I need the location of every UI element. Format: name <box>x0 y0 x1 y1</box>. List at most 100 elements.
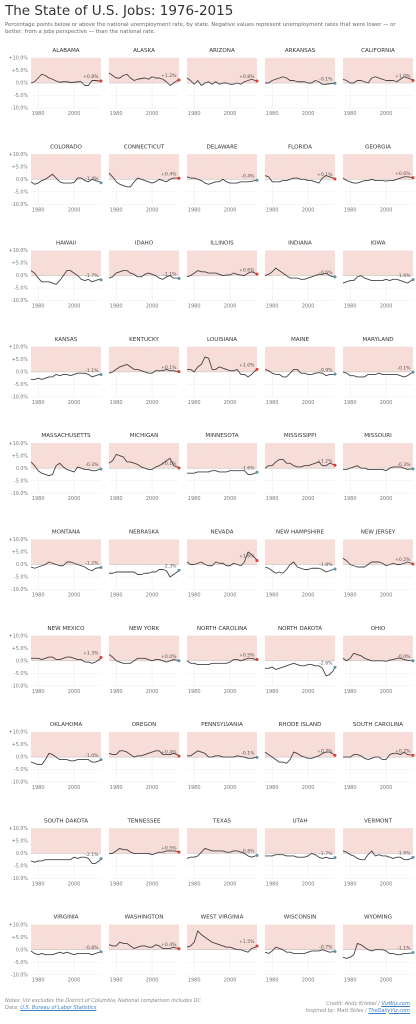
final-value-label: -0.4% <box>241 174 255 180</box>
final-value-label: -2.6% <box>319 661 333 667</box>
state-panel: IOWA -1.6% 1980 2000 <box>342 241 415 310</box>
x-tick-label: 1980 <box>344 689 357 695</box>
final-value-marker <box>411 855 415 859</box>
final-value-label: +0.7% <box>395 749 411 755</box>
state-panel: TENNESSEE +0.5% 1980 2000 <box>109 818 181 887</box>
y-tick-label: +10.0% <box>9 730 29 736</box>
series-line <box>264 368 336 378</box>
state-name: OHIO <box>371 626 386 632</box>
series-line <box>30 461 102 477</box>
x-tick-label: 1980 <box>344 496 357 502</box>
x-tick-label: 2000 <box>380 785 393 791</box>
final-value-marker <box>333 665 337 669</box>
final-value-label: -0.1% <box>319 76 333 82</box>
state-panel: MISSOURI -0.3% 1980 2000 <box>343 433 415 502</box>
series-line <box>108 941 180 950</box>
state-name: VERMONT <box>364 818 393 824</box>
data-source-line: Data: U.S. Bureau of Labor Statistics <box>5 1005 235 1012</box>
final-value-marker <box>177 466 181 470</box>
state-panel: NORTH CAROLINA +0.5% 1980 2000 <box>186 626 259 695</box>
state-name: ALASKA <box>133 48 155 54</box>
x-tick-label: 2000 <box>146 111 159 117</box>
final-value-marker <box>411 176 415 180</box>
x-tick-label: 1980 <box>188 881 201 887</box>
x-tick-label: 1980 <box>32 400 45 406</box>
state-name: LOUISIANA <box>207 337 237 343</box>
series-line <box>186 847 258 859</box>
x-tick-label: 1980 <box>266 593 279 599</box>
series-line <box>264 946 336 954</box>
state-name: OREGON <box>132 722 157 728</box>
credit-link[interactable]: VizWiz.com <box>381 1001 410 1007</box>
state-panel: ARIZONA +0.8% 1980 2000 <box>186 48 259 117</box>
state-name: SOUTH CAROLINA <box>353 722 403 728</box>
y-tick-label: -5.0% <box>14 286 28 292</box>
y-tick-label: -5.0% <box>14 93 28 99</box>
final-value-label: -1.8% <box>319 562 333 568</box>
x-tick-label: 1980 <box>110 785 123 791</box>
state-name: CALIFORNIA <box>361 48 395 54</box>
x-tick-label: 1980 <box>266 496 279 502</box>
x-tick-label: 1980 <box>32 111 45 117</box>
x-tick-label: 2000 <box>380 207 393 213</box>
state-panel: MINNESOTA -1.6% 1980 2000 <box>187 433 259 502</box>
state-name: INDIANA <box>288 241 312 247</box>
series-line <box>108 454 180 470</box>
y-tick-label: +5.0% <box>12 357 29 363</box>
final-value-marker <box>255 755 259 759</box>
state-name: CONNECTICUT <box>124 144 165 150</box>
final-value-label: -0.1% <box>241 751 255 757</box>
state-name: TENNESSEE <box>126 818 160 824</box>
final-value-label: -0.9% <box>319 367 333 373</box>
series-line <box>108 363 180 374</box>
state-panel: CONNECTICUT +0.4% 1980 2000 <box>108 144 181 213</box>
series-line <box>108 72 180 86</box>
final-value-marker <box>333 372 337 376</box>
state-panel: NEW HAMPSHIRE -1.8% 1980 2000 <box>264 530 337 599</box>
x-tick-label: 1980 <box>344 111 357 117</box>
state-name: IOWA <box>370 241 385 247</box>
state-name: MICHIGAN <box>130 433 159 439</box>
x-tick-label: 1980 <box>188 304 201 310</box>
final-value-label: -2.3% <box>163 563 177 569</box>
state-panel: MISSISSIPPI +1.2% 1980 2000 <box>264 433 337 502</box>
final-value-label: -0.8% <box>241 849 255 855</box>
final-value-label: -1.6% <box>397 851 411 857</box>
state-name: MAINE <box>291 337 309 343</box>
series-line <box>343 751 414 761</box>
footer-credits: Credit: Andy Kriebel / VizWiz.com Inspir… <box>306 1001 410 1014</box>
data-source-link[interactable]: U.S. Bureau of Labor Statistics <box>20 1004 97 1011</box>
series-line <box>264 751 336 764</box>
final-value-label: +0.4% <box>161 749 177 755</box>
x-tick-label: 2000 <box>68 400 81 406</box>
x-tick-label: 1980 <box>266 304 279 310</box>
final-value-label: +0.6% <box>239 267 255 273</box>
x-tick-label: 2000 <box>224 689 237 695</box>
inspired-link[interactable]: TheDailyViz.com <box>368 1007 410 1014</box>
series-line <box>108 750 180 758</box>
final-value-label: +0.4% <box>161 942 177 948</box>
x-tick-label: 2000 <box>224 207 237 213</box>
state-name: RHODE ISLAND <box>279 722 322 728</box>
y-tick-label: -10.0% <box>11 491 28 497</box>
state-name: NORTH DAKOTA <box>278 626 322 632</box>
x-tick-label: 2000 <box>146 304 159 310</box>
x-tick-label: 2000 <box>224 111 237 117</box>
series-line <box>264 459 336 469</box>
x-tick-label: 2000 <box>380 111 393 117</box>
y-tick-label: -10.0% <box>11 876 28 882</box>
y-tick-label: -10.0% <box>11 106 28 112</box>
x-tick-label: 2000 <box>68 785 81 791</box>
final-value-marker <box>255 559 259 562</box>
final-value-label: -1.7% <box>319 851 333 857</box>
state-name: UTAH <box>292 818 307 824</box>
state-name: KANSAS <box>55 337 78 343</box>
final-value-marker <box>99 79 103 83</box>
x-tick-label: 1980 <box>188 496 201 502</box>
series-line <box>187 470 258 475</box>
y-tick-label: +5.0% <box>12 68 29 74</box>
final-value-marker <box>411 562 415 566</box>
final-value-label: -0.8% <box>85 945 99 951</box>
state-panel: PENNSYLVANIA -0.1% 1980 2000 <box>187 722 259 791</box>
state-panel: SOUTH DAKOTA -2.1% 1980 2000 +10.0% +5.0% 0.0%… <box>9 818 103 887</box>
